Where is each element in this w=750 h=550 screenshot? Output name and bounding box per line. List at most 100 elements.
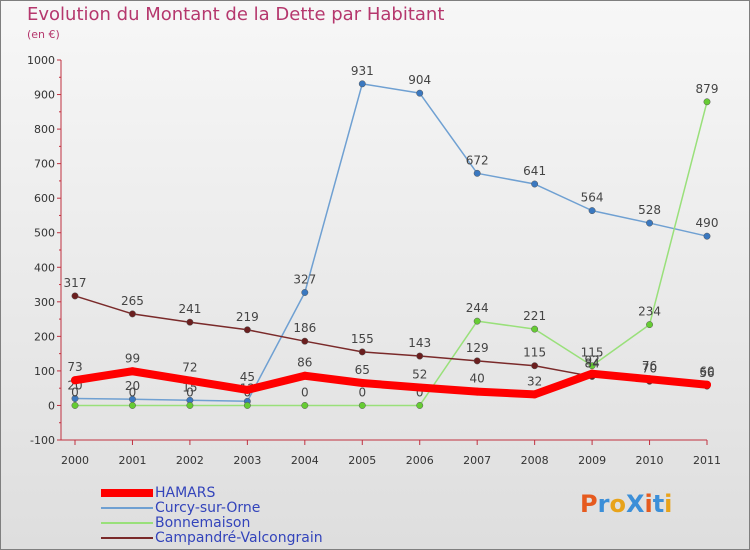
data-label: 0: [301, 385, 309, 399]
y-tick-label: -100: [30, 434, 55, 447]
data-label: 904: [408, 73, 431, 87]
legend-swatch: [101, 507, 153, 509]
y-tick-label: 200: [34, 330, 55, 343]
data-label: 219: [236, 310, 259, 324]
data-label: 265: [121, 294, 144, 308]
data-label: 99: [125, 351, 140, 365]
x-tick-label: 2005: [348, 454, 376, 467]
y-tick-label: 600: [34, 192, 55, 205]
data-label: 0: [129, 385, 137, 399]
data-point: [588, 362, 596, 370]
data-label: 70: [642, 361, 657, 375]
data-point: [703, 232, 711, 240]
x-tick-label: 2003: [233, 454, 261, 467]
x-tick-label: 2000: [61, 454, 89, 467]
data-label: 115: [581, 346, 604, 360]
data-point: [243, 326, 251, 334]
data-point: [416, 352, 424, 360]
data-point: [646, 321, 653, 329]
data-label: 60: [699, 365, 714, 379]
data-point: [129, 402, 136, 409]
data-label: 155: [351, 332, 374, 346]
data-label: 45: [240, 370, 255, 384]
y-tick-label: 900: [34, 89, 55, 102]
legend-swatch: [101, 537, 153, 539]
data-label: 564: [581, 191, 604, 205]
data-label: 56: [699, 366, 714, 380]
y-tick-label: 400: [34, 261, 55, 274]
y-tick-label: 800: [34, 123, 55, 136]
data-point: [358, 402, 366, 409]
data-label: 52: [412, 367, 427, 381]
data-label: 0: [416, 385, 424, 399]
data-label: 76: [642, 359, 657, 373]
data-label: 0: [186, 385, 194, 399]
legend-label: HAMARS: [155, 485, 216, 501]
data-point: [71, 402, 79, 409]
logo-letter: P: [580, 490, 598, 518]
data-point: [588, 369, 597, 378]
x-tick-label: 2010: [636, 454, 664, 467]
y-tick-label: 700: [34, 158, 55, 171]
y-tick-label: 500: [34, 227, 55, 240]
data-point: [703, 98, 711, 106]
data-point: [71, 292, 79, 300]
logo-letter: o: [609, 490, 626, 518]
data-point: [473, 317, 481, 325]
chart-unit-label: (en €): [27, 28, 60, 41]
y-tick-label: 300: [34, 296, 55, 309]
data-point: [416, 402, 424, 409]
data-point: [473, 357, 481, 365]
data-point: [358, 379, 367, 387]
logo-letter: t: [652, 490, 665, 518]
data-label: 234: [638, 305, 661, 319]
logo-letter: r: [597, 490, 610, 518]
data-point: [531, 325, 539, 333]
x-tick-label: 2002: [176, 454, 204, 467]
data-label: 317: [64, 276, 87, 290]
y-tick-label: 100: [34, 365, 55, 378]
data-label: 879: [696, 82, 719, 96]
data-label: 931: [351, 64, 374, 78]
data-point: [531, 362, 539, 370]
data-label: 490: [696, 216, 719, 230]
data-point: [530, 390, 539, 399]
x-tick-label: 2011: [693, 454, 721, 467]
data-label: 129: [466, 341, 489, 355]
data-point: [185, 376, 194, 385]
data-point: [358, 80, 366, 88]
logo-letter: i: [664, 490, 673, 518]
x-tick-label: 2007: [463, 454, 491, 467]
data-point: [588, 207, 596, 215]
series-line-curcy-sur-orne: [74, 83, 708, 403]
data-label: 115: [523, 346, 546, 360]
legend-label: Bonnemaison: [155, 515, 251, 531]
x-tick-label: 2009: [578, 454, 606, 467]
data-point: [243, 385, 252, 394]
data-point: [531, 180, 539, 188]
x-tick-label: 2006: [406, 454, 434, 467]
data-point: [646, 219, 653, 227]
x-tick-label: 2008: [521, 454, 549, 467]
legend-label: Campandré-Valcongrain: [155, 530, 323, 546]
data-label: 92: [584, 354, 599, 368]
data-point: [301, 289, 309, 296]
legend-swatch: [101, 489, 153, 497]
logo-letter: X: [625, 490, 645, 518]
series-line-hamars: [71, 367, 711, 399]
data-point: [186, 318, 194, 326]
data-label: 241: [178, 302, 201, 316]
data-label: 244: [466, 301, 489, 315]
proxiti-logo: ProXiti: [580, 490, 672, 518]
data-label: 86: [297, 356, 312, 370]
legend-swatch: [101, 522, 153, 524]
data-label: 72: [182, 361, 197, 375]
data-point: [243, 402, 251, 409]
data-label: 528: [638, 203, 661, 217]
data-label: 84: [584, 356, 599, 370]
legend-label: Curcy-sur-Orne: [155, 500, 261, 516]
data-point: [358, 348, 366, 356]
y-tick-label: 1000: [27, 54, 55, 67]
data-label: 0: [71, 385, 79, 399]
